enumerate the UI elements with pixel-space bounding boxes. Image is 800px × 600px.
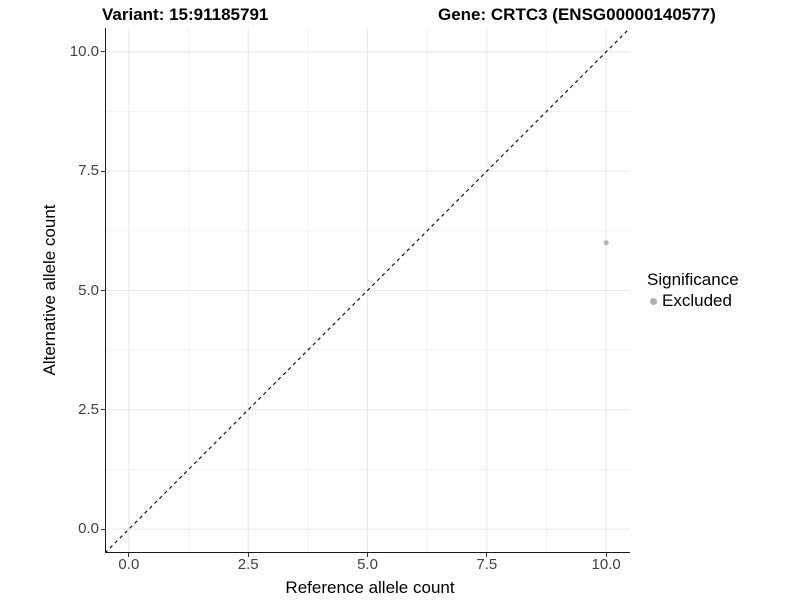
y-tick-label: 0.0 (78, 520, 99, 538)
x-tick-label: 2.5 (237, 556, 259, 573)
y-tick-mark (101, 51, 105, 53)
x-tick-mark (486, 553, 488, 557)
y-tick-mark (101, 290, 105, 291)
y-tick-mark (101, 528, 105, 530)
data-point-excluded (603, 240, 609, 246)
legend-title: Significance (647, 270, 739, 289)
x-tick-mark (605, 553, 607, 557)
plot-panel (104, 27, 631, 554)
y-tick-mark (101, 409, 105, 411)
y-tick-label: 7.5 (78, 162, 99, 180)
x-tick-mark (128, 553, 130, 557)
x-tick-mark (247, 553, 249, 557)
legend-entry-excluded: Excluded (647, 291, 739, 311)
x-axis-title: Reference allele count (285, 578, 455, 597)
plot-title-gene: Gene: CRTC3 (ENSG00000140577) (438, 5, 716, 24)
identity-line (104, 27, 631, 554)
x-tick-mark (367, 553, 368, 557)
plot-title-variant: Variant: 15:91185791 (102, 5, 269, 24)
x-tick-label: 0.0 (118, 556, 140, 573)
y-tick-label: 5.0 (78, 281, 99, 299)
y-tick-mark (101, 170, 105, 172)
legend: Significance Excluded (647, 269, 739, 311)
y-tick-label: 2.5 (78, 400, 99, 418)
y-tick-label: 10.0 (69, 42, 99, 60)
x-tick-label: 5.0 (357, 556, 378, 573)
x-tick-label: 10.0 (591, 556, 621, 573)
x-tick-label: 7.5 (476, 556, 498, 573)
legend-key-dot (647, 295, 660, 308)
panel-canvas (104, 27, 631, 554)
legend-entry-label: Excluded (662, 291, 732, 310)
